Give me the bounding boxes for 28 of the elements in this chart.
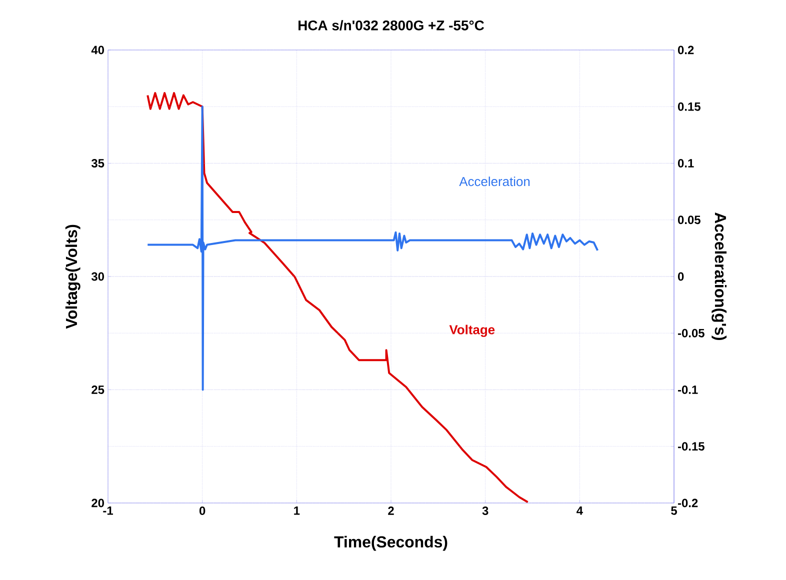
y2-axis-title: Acceleration(g's): [712, 212, 727, 340]
y-tick-label: 20: [92, 498, 104, 508]
y2-tick-label: -0.1: [678, 386, 698, 394]
y2-tick-label: -0.05: [678, 328, 704, 338]
y2-tick-label: 0.1: [678, 159, 694, 168]
x-tick-label: -1: [103, 506, 113, 515]
x-tick-label: 3: [482, 506, 488, 516]
x-axis-title: Time(Seconds): [334, 536, 448, 551]
x-tick-label: 1: [294, 506, 300, 515]
y-tick-label: 40: [91, 46, 104, 54]
chart-title: HCA s/n'032 2800G +Z -55°C: [298, 20, 484, 30]
x-tick-label: 2: [388, 506, 394, 515]
line-series: [146, 92, 529, 503]
y2-tick-label: -0.2: [678, 498, 698, 508]
y2-tick-label: 0.2: [678, 46, 694, 54]
y-tick-label: 35: [91, 159, 104, 168]
x-tick-label: 5: [671, 506, 677, 515]
x-tick-label: 4: [576, 506, 583, 515]
x-tick-label: 0: [199, 506, 206, 515]
y2-tick-label: -0.15: [678, 442, 704, 451]
y2-tick-label: 0.15: [678, 102, 700, 111]
y2-tick-label: 0: [678, 272, 684, 281]
y-tick-label: 25: [92, 386, 104, 394]
y-axis-title: Voltage(Volts): [65, 224, 80, 329]
text: Acceleration: [459, 176, 530, 186]
text: Voltage: [449, 324, 495, 337]
y2-tick-label: 0.05: [678, 216, 700, 224]
y-tick-label: 30: [91, 272, 104, 281]
